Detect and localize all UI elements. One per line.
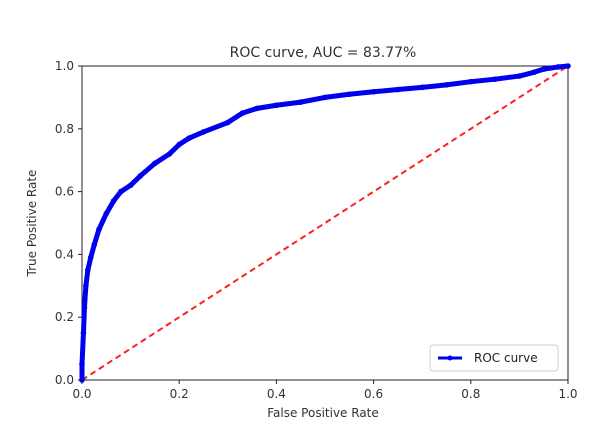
chart-title: ROC curve, AUC = 83.77% [230, 45, 417, 61]
roc-curve-point [225, 119, 231, 126]
roc-curve-point [346, 91, 353, 98]
roc-curve-point [419, 84, 426, 91]
roc-curve-point [87, 254, 94, 261]
roc-curve-point [540, 66, 547, 72]
roc-curve-point [322, 94, 328, 101]
roc-curve-point [200, 129, 207, 135]
roc-curve-point [137, 173, 144, 179]
legend-marker-swatch [447, 355, 453, 361]
roc-curve-point [127, 182, 134, 189]
roc-curve-point [555, 64, 562, 70]
y-axis-ticks: 0.0 0.2 0.4 0.6 0.8 1.0 [55, 59, 82, 387]
roc-curve-point [443, 82, 450, 88]
roc-curve-point [531, 69, 537, 76]
y-tick-label: 0.6 [55, 185, 74, 199]
x-tick-label: 0.4 [267, 387, 286, 401]
roc-curve-point [85, 267, 91, 273]
roc-curve-point [468, 78, 474, 85]
roc-curve-point [176, 141, 182, 148]
legend-label: ROC curve [474, 351, 538, 365]
x-tick-label: 0.6 [364, 387, 383, 401]
x-tick-label: 0.8 [461, 387, 480, 401]
roc-curve-point [516, 73, 523, 79]
roc-curve-point [254, 105, 260, 112]
roc-curve-point [370, 88, 377, 95]
chance-diagonal-line [81, 65, 569, 381]
y-tick-label: 0.8 [55, 122, 74, 136]
roc-curve-point [297, 99, 304, 105]
y-axis-title: True Positive Rate [25, 170, 39, 278]
roc-curve-point [96, 226, 102, 233]
y-tick-label: 0.4 [55, 247, 74, 261]
roc-curve-point [565, 63, 571, 69]
y-tick-label: 1.0 [55, 59, 74, 73]
x-tick-label: 1.0 [558, 387, 577, 401]
y-tick-label: 0.2 [55, 310, 74, 324]
legend: ROC curve [429, 344, 559, 372]
roc-curve-point [79, 361, 85, 368]
x-axis-ticks: 0.0 0.2 0.4 0.6 0.8 1.0 [72, 380, 578, 401]
x-tick-label: 0.2 [170, 387, 189, 401]
roc-curve-point [239, 110, 246, 116]
roc-curve-point [110, 198, 117, 204]
x-axis-title: False Positive Rate [267, 406, 379, 420]
y-tick-label: 0.0 [55, 373, 74, 387]
roc-curve-point [91, 242, 97, 248]
roc-curve-point [83, 283, 89, 289]
roc-curve-point [395, 86, 401, 93]
x-tick-label: 0.0 [72, 387, 91, 401]
roc-curve-point [80, 330, 87, 336]
series-layer [79, 63, 571, 383]
roc-curve-point [166, 151, 173, 157]
roc-curve-point [492, 76, 498, 82]
roc-curve-point [79, 377, 85, 383]
roc-curve-point [273, 102, 280, 109]
roc-curve-point [152, 160, 158, 167]
plot-frame [81, 65, 569, 381]
roc-curve-point [186, 135, 192, 142]
roc-curve-point [118, 188, 124, 195]
roc-curve-point [103, 210, 110, 217]
legend-box [429, 344, 559, 372]
roc-curve-point [81, 304, 88, 311]
